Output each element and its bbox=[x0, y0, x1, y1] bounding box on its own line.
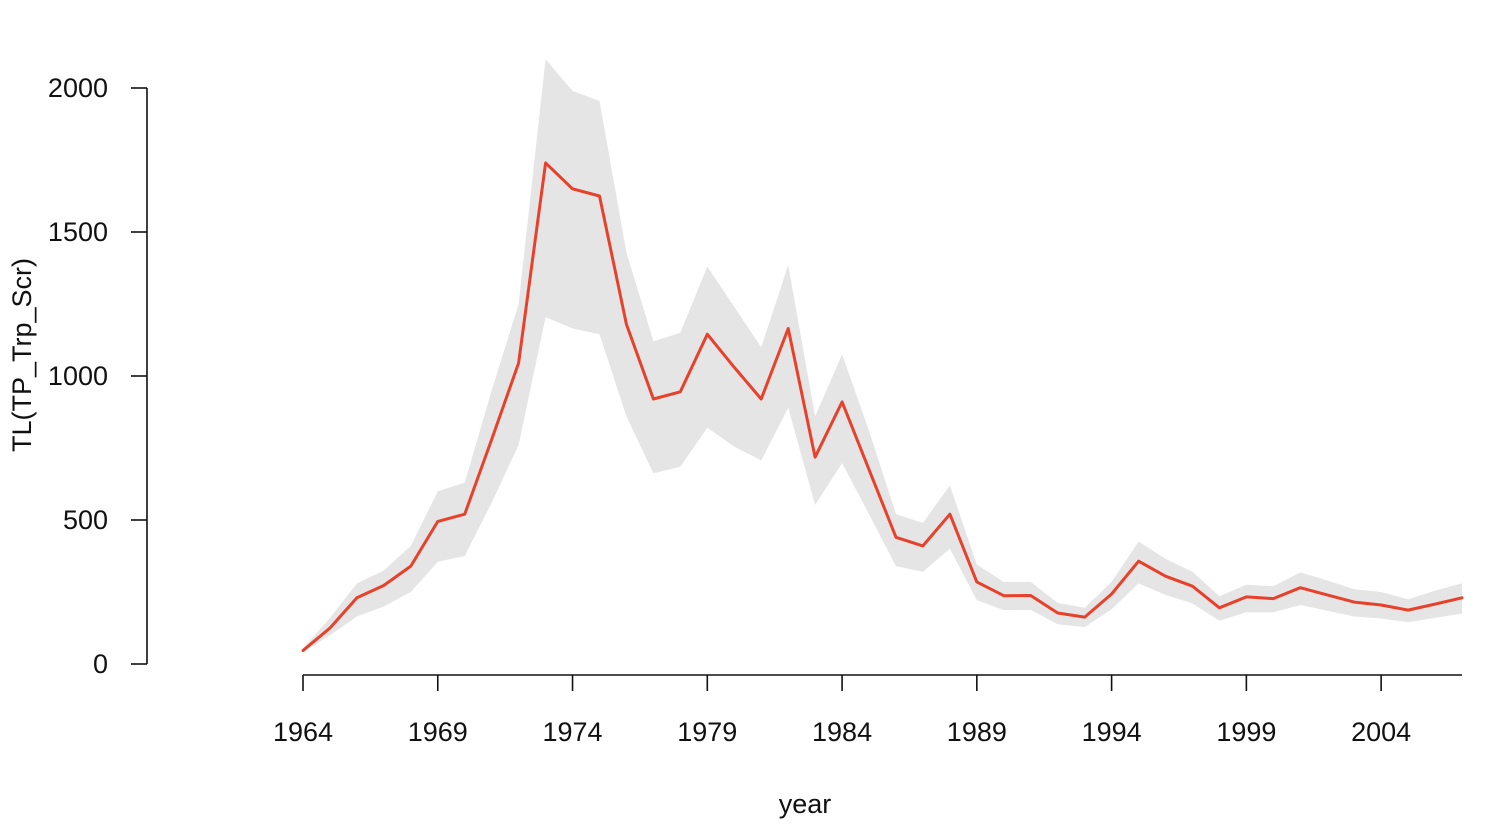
x-tick-label: 1994 bbox=[1082, 717, 1142, 747]
x-tick-label: 1984 bbox=[812, 717, 872, 747]
x-tick-label: 1999 bbox=[1216, 717, 1276, 747]
confidence-band-layer bbox=[303, 59, 1462, 653]
y-tick-label: 0 bbox=[93, 649, 108, 679]
y-tick-label: 1500 bbox=[48, 217, 108, 247]
x-tick-label: 1979 bbox=[677, 717, 737, 747]
x-axis-title: year bbox=[779, 789, 832, 819]
y-tick-label: 2000 bbox=[48, 73, 108, 103]
x-tick-label: 1969 bbox=[408, 717, 468, 747]
series-line-0 bbox=[301, 161, 1464, 652]
y-axis-title: TL(TP_Trp_Scr) bbox=[7, 258, 37, 452]
x-axis-ticks: 1964 1969 1974 1979 1984 1989 1994 1999 2004 bbox=[273, 675, 1411, 747]
confidence-band bbox=[303, 59, 1462, 653]
x-tick-label: 1989 bbox=[947, 717, 1007, 747]
y-tick-label: 500 bbox=[63, 505, 108, 535]
x-tick-label: 1974 bbox=[542, 717, 602, 747]
x-tick-label: 1964 bbox=[273, 717, 333, 747]
y-tick-label: 1000 bbox=[48, 361, 108, 391]
x-tick-label: 2004 bbox=[1351, 717, 1411, 747]
axes: 0 500 1000 1500 2000 1964 1969 1974 1979 1984 198… bbox=[48, 73, 1462, 747]
y-axis-ticks: 0 500 1000 1500 2000 bbox=[48, 73, 147, 679]
series-line-layer bbox=[301, 161, 1464, 652]
